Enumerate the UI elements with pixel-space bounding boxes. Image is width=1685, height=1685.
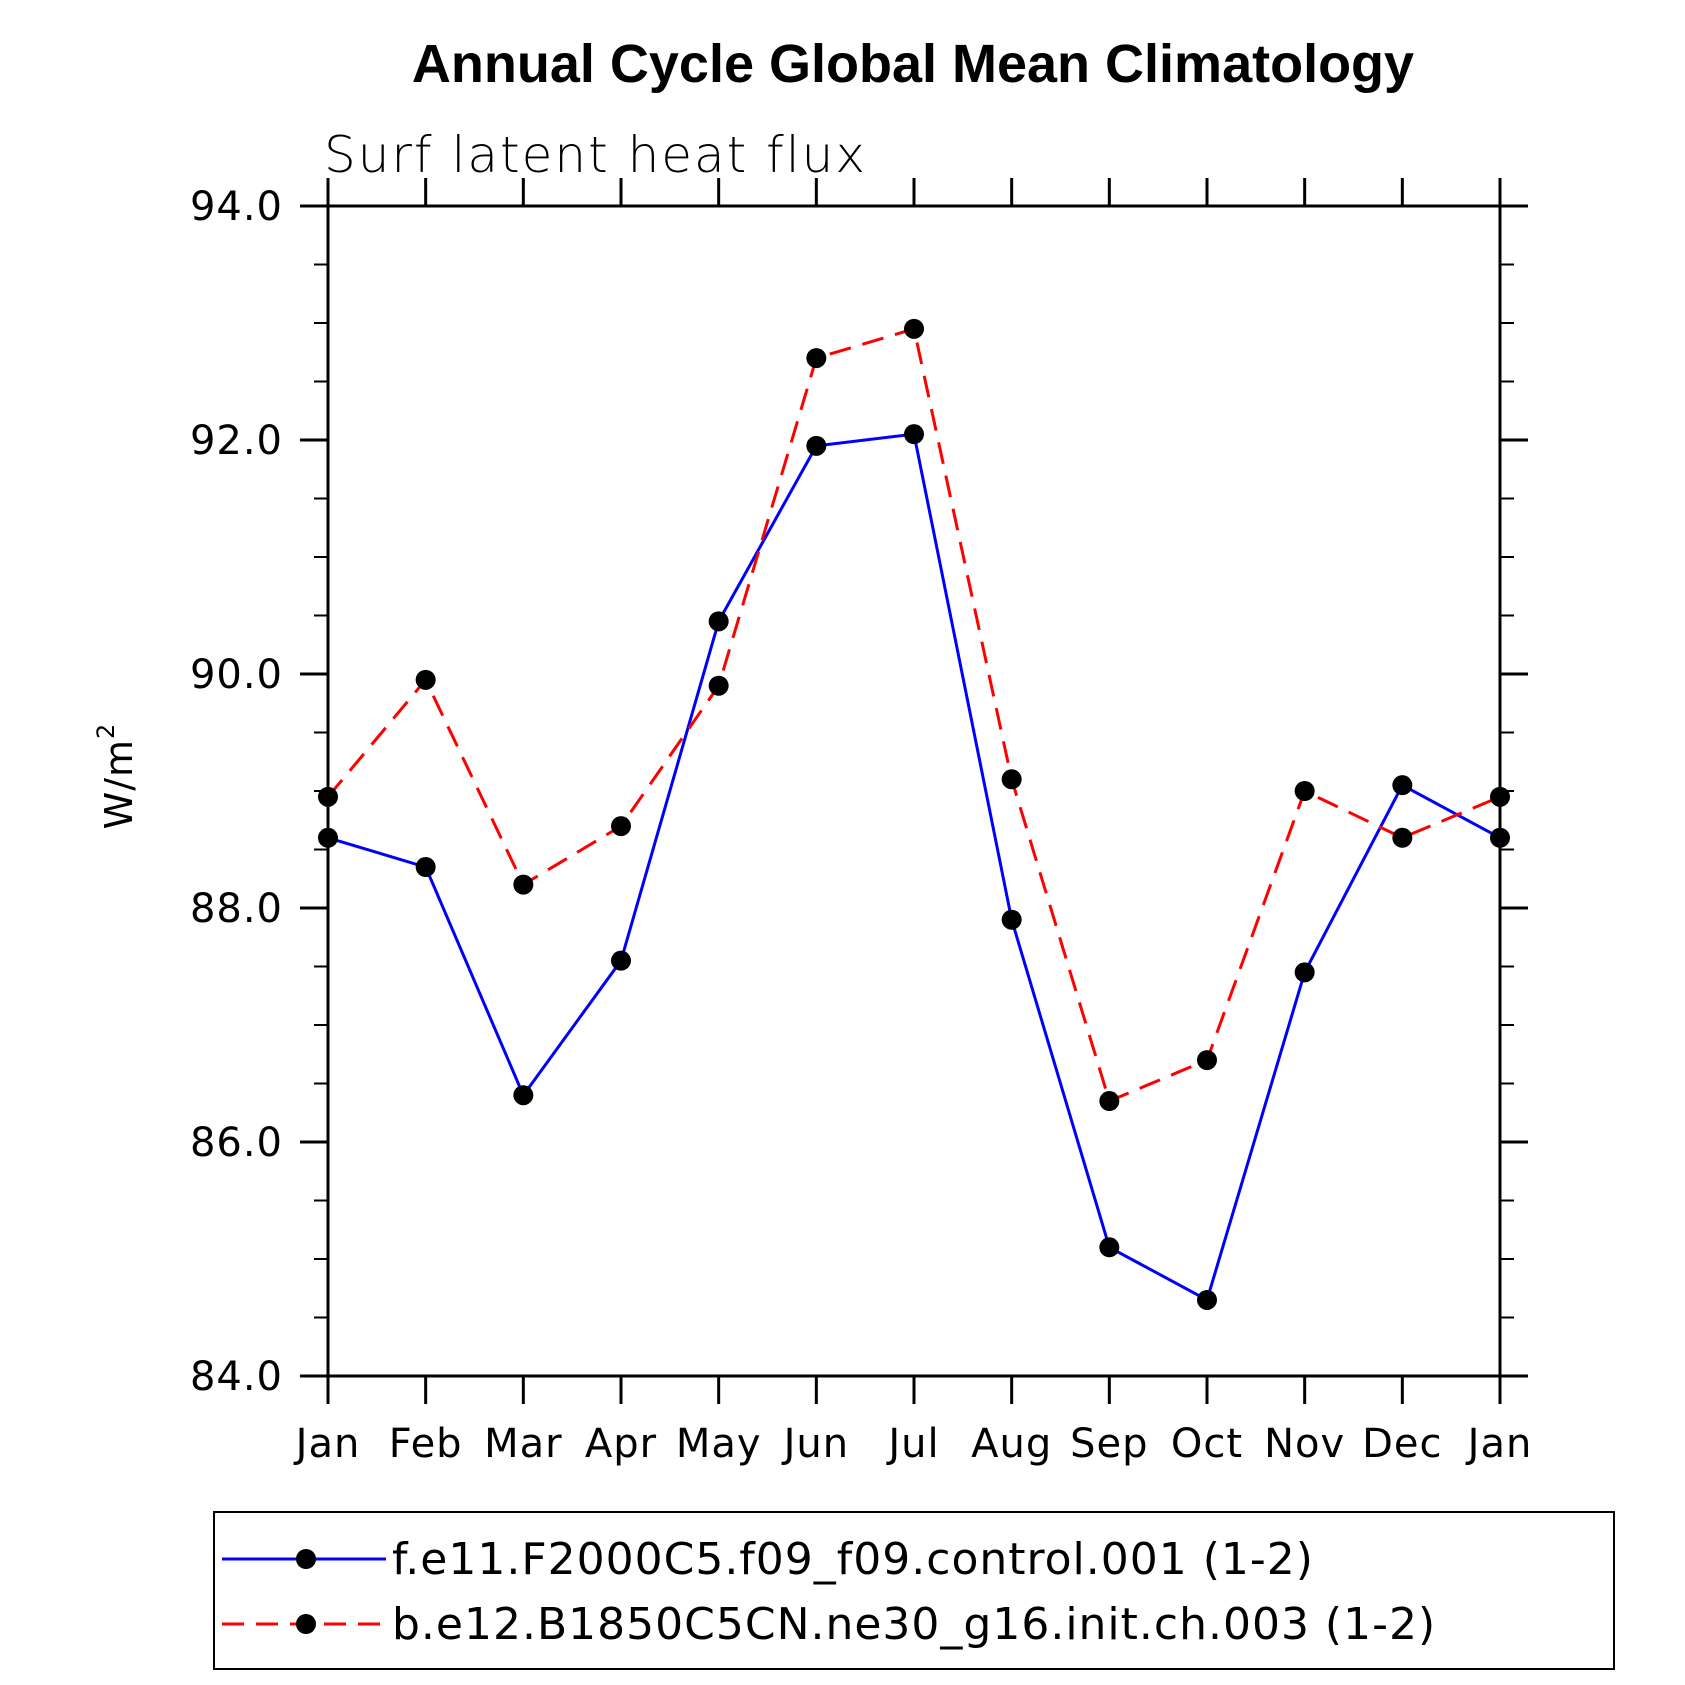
series-2-point xyxy=(904,318,924,339)
series-1-point xyxy=(708,611,729,632)
series-2-point xyxy=(708,675,729,696)
x-tick-label: Feb xyxy=(389,1421,463,1467)
x-tick-label: Sep xyxy=(1070,1421,1148,1467)
series-1-point xyxy=(1294,962,1315,983)
x-tick-label: Mar xyxy=(484,1421,562,1467)
series-1-point xyxy=(415,857,436,878)
chart-subtitle: Surf latent heat flux xyxy=(324,126,867,184)
y-axis-label: W/m2 xyxy=(92,723,141,830)
plot-frame xyxy=(326,204,1502,1378)
legend-marker-2 xyxy=(296,1614,316,1634)
series-1-point xyxy=(1197,1289,1217,1310)
y-axis-label-superscript: 2 xyxy=(92,723,120,739)
series-1-point xyxy=(1392,775,1413,796)
legend-label-1: f.e11.F2000C5.f09_f09.control.001 (1-2) xyxy=(392,1534,1314,1585)
series-2-point xyxy=(611,816,631,837)
y-tick-label: 92.0 xyxy=(190,418,283,464)
series-2-point xyxy=(1490,786,1510,807)
series-layer xyxy=(318,318,1510,1310)
legend-box xyxy=(213,1511,1615,1670)
series-line-1 xyxy=(327,432,1501,1303)
series-2-point xyxy=(1197,1050,1217,1071)
series-2-point xyxy=(1001,769,1022,790)
svg-text:W/m2: W/m2 xyxy=(92,723,141,830)
y-tick-label: 90.0 xyxy=(190,652,283,698)
x-tick-label: May xyxy=(676,1421,762,1467)
legend: f.e11.F2000C5.f09_f09.control.001 (1-2) b… xyxy=(222,1534,1436,1650)
series-1-point xyxy=(1099,1237,1120,1258)
x-tick-label: Nov xyxy=(1264,1421,1345,1467)
series-1-point xyxy=(1001,909,1022,930)
legend-marker-1 xyxy=(296,1549,316,1569)
series-1-point xyxy=(318,827,338,848)
legend-label-2: b.e12.B1850C5CN.ne30_g16.init.ch.003 (1-… xyxy=(392,1599,1436,1650)
series-1-point xyxy=(611,950,631,971)
y-tick-label: 84.0 xyxy=(190,1354,283,1400)
y-tick-label: 94.0 xyxy=(190,184,283,230)
x-tick-label: Jul xyxy=(885,1421,939,1467)
chart-title: Annual Cycle Global Mean Climatology xyxy=(412,34,1414,94)
series-line-2 xyxy=(326,326,1501,1104)
series-1-point xyxy=(904,424,924,445)
x-tick-label: Dec xyxy=(1362,1421,1442,1467)
y-axis-label-text: W/m xyxy=(97,739,141,829)
x-tick-label: Oct xyxy=(1171,1421,1243,1467)
axis-ticks: Jan Feb Mar Apr May Jun Jul Aug Sep Oct Nov Dec Jan8… xyxy=(190,178,1533,1467)
y-tick-label: 88.0 xyxy=(190,886,283,932)
series-2-point xyxy=(318,786,338,807)
x-tick-label: Jun xyxy=(781,1421,850,1467)
x-tick-label: Jan xyxy=(1465,1421,1533,1467)
series-1-point xyxy=(513,1085,534,1106)
series-2-point xyxy=(1294,781,1315,801)
x-tick-label: Apr xyxy=(585,1421,657,1467)
y-tick-label: 86.0 xyxy=(190,1120,283,1166)
x-tick-label: Aug xyxy=(971,1421,1052,1467)
series-2-point xyxy=(806,348,827,369)
series-2-point xyxy=(1099,1091,1120,1112)
series-2-point xyxy=(1392,827,1413,848)
series-2-point xyxy=(513,874,534,895)
x-tick-label: Jan xyxy=(293,1421,361,1467)
series-2-point xyxy=(415,669,436,690)
series-1-point xyxy=(806,435,827,456)
series-1-point xyxy=(1490,827,1510,848)
